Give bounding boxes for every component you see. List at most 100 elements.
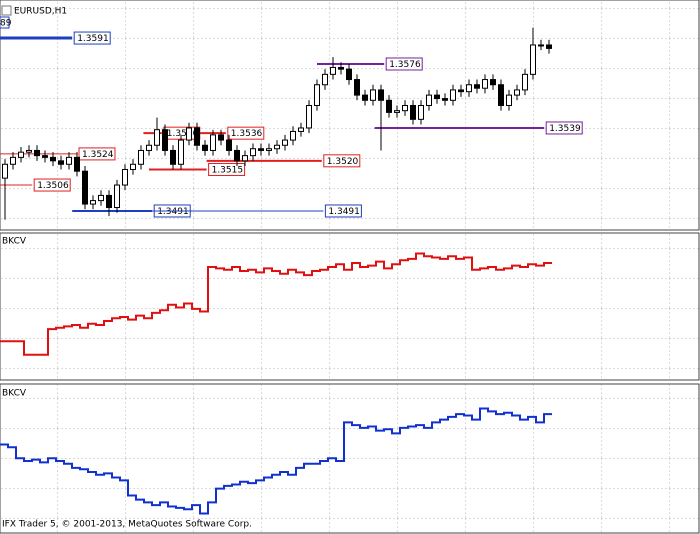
candle-body bbox=[210, 134, 216, 151]
chart-icon bbox=[1, 5, 12, 16]
candle-body bbox=[122, 168, 128, 186]
candle-body bbox=[50, 156, 56, 162]
candle-body bbox=[138, 149, 144, 165]
candle-body bbox=[234, 149, 240, 162]
candle-body bbox=[354, 79, 360, 96]
candle-body bbox=[458, 89, 464, 93]
indicator-line bbox=[0, 407, 552, 515]
candle-body bbox=[98, 194, 104, 202]
level-label: 1.3491 bbox=[157, 207, 189, 217]
level-label: 1.3591 bbox=[77, 34, 109, 44]
candle-body bbox=[346, 68, 352, 81]
candle-body bbox=[154, 129, 160, 146]
level-label: 1.3520 bbox=[327, 157, 359, 167]
candle-body bbox=[474, 84, 480, 89]
candle-body bbox=[66, 156, 72, 165]
candle-body bbox=[90, 200, 96, 205]
candle-body bbox=[530, 44, 536, 75]
cut-label: 89 bbox=[0, 19, 12, 29]
level-label: 1.3576 bbox=[389, 60, 421, 70]
indicator-pane bbox=[0, 383, 700, 534]
candle-body bbox=[538, 44, 544, 47]
candle-body bbox=[434, 94, 440, 100]
level-label: 1.3506 bbox=[37, 181, 69, 191]
price-chart: 1.3591 1.3524 1.3506 1.3491 1.3491 1.3536 1.35… bbox=[0, 27, 583, 220]
indicator-chart bbox=[0, 252, 552, 356]
candle-body bbox=[522, 73, 528, 91]
candle-body bbox=[18, 151, 24, 158]
candle-body bbox=[402, 104, 408, 112]
candle-body bbox=[26, 149, 32, 153]
candle-body bbox=[338, 66, 344, 70]
candle-body bbox=[282, 139, 288, 146]
level-label: 1.3539 bbox=[549, 124, 581, 134]
candle-body bbox=[42, 155, 48, 158]
candle-body bbox=[314, 84, 320, 106]
candle-body bbox=[82, 170, 88, 205]
candle-body bbox=[10, 156, 16, 165]
candle-body bbox=[546, 44, 552, 49]
indicator-line bbox=[0, 252, 552, 356]
candle-body bbox=[466, 84, 472, 93]
candle-body bbox=[34, 149, 40, 157]
candle-body bbox=[106, 194, 112, 209]
candle-body bbox=[450, 89, 456, 101]
candle-body bbox=[194, 127, 200, 146]
level-label-box bbox=[73, 31, 111, 45]
indicator-title: BKCV bbox=[2, 237, 27, 247]
candle-body bbox=[410, 104, 416, 120]
level-label-box bbox=[33, 178, 71, 192]
level-label: 1.3515 bbox=[212, 165, 244, 175]
indicator-title: BKCV bbox=[2, 389, 27, 399]
symbol-title: EURUSD,H1 bbox=[14, 7, 67, 17]
level-label: 1.3524 bbox=[82, 150, 114, 160]
candle-body bbox=[290, 130, 296, 141]
candle-body bbox=[362, 94, 368, 101]
candle-body bbox=[114, 184, 120, 209]
candle-body bbox=[306, 104, 312, 129]
candle-body bbox=[394, 110, 400, 113]
candle-body bbox=[482, 79, 488, 89]
level-label-box bbox=[385, 57, 423, 71]
indicator-pane bbox=[0, 232, 700, 381]
level-label: 1.3536 bbox=[231, 129, 263, 139]
candle-body bbox=[498, 84, 504, 106]
level-label-box bbox=[545, 121, 583, 135]
candle-body bbox=[162, 129, 168, 151]
level-label: 1.3536 bbox=[167, 129, 199, 139]
level-label-box bbox=[78, 147, 116, 161]
cut-label-box bbox=[0, 16, 10, 29]
candle-body bbox=[506, 94, 512, 106]
candle-body bbox=[370, 89, 376, 101]
level-label-box bbox=[208, 162, 246, 176]
candle-body bbox=[258, 148, 264, 151]
candle-body bbox=[386, 99, 392, 113]
candle-body bbox=[418, 104, 424, 120]
candle-body bbox=[218, 134, 224, 141]
level-label-box bbox=[324, 204, 362, 218]
candle-body bbox=[74, 156, 80, 172]
candle-body bbox=[266, 148, 272, 151]
candle-body bbox=[490, 79, 496, 86]
candle-body bbox=[442, 98, 448, 101]
candle-body bbox=[130, 163, 136, 170]
candle-body bbox=[426, 94, 432, 106]
candle-body bbox=[202, 144, 208, 151]
level-label-box bbox=[227, 126, 265, 140]
candle-body bbox=[146, 144, 152, 151]
candle-body bbox=[274, 144, 280, 150]
candle-body bbox=[378, 89, 384, 101]
candle-body bbox=[58, 160, 64, 165]
candle-body bbox=[170, 149, 176, 165]
candle-body bbox=[298, 127, 304, 132]
indicator-chart bbox=[0, 407, 552, 515]
candle-body bbox=[330, 66, 336, 75]
level-label-box bbox=[323, 154, 361, 168]
candle-body bbox=[186, 127, 192, 141]
candle-body bbox=[178, 139, 184, 165]
candle-body bbox=[226, 139, 232, 151]
footer: IFX Trader 5, © 2001-2013, MetaQuotes So… bbox=[2, 520, 252, 530]
candle-body bbox=[2, 163, 8, 179]
candle-body bbox=[514, 89, 520, 96]
